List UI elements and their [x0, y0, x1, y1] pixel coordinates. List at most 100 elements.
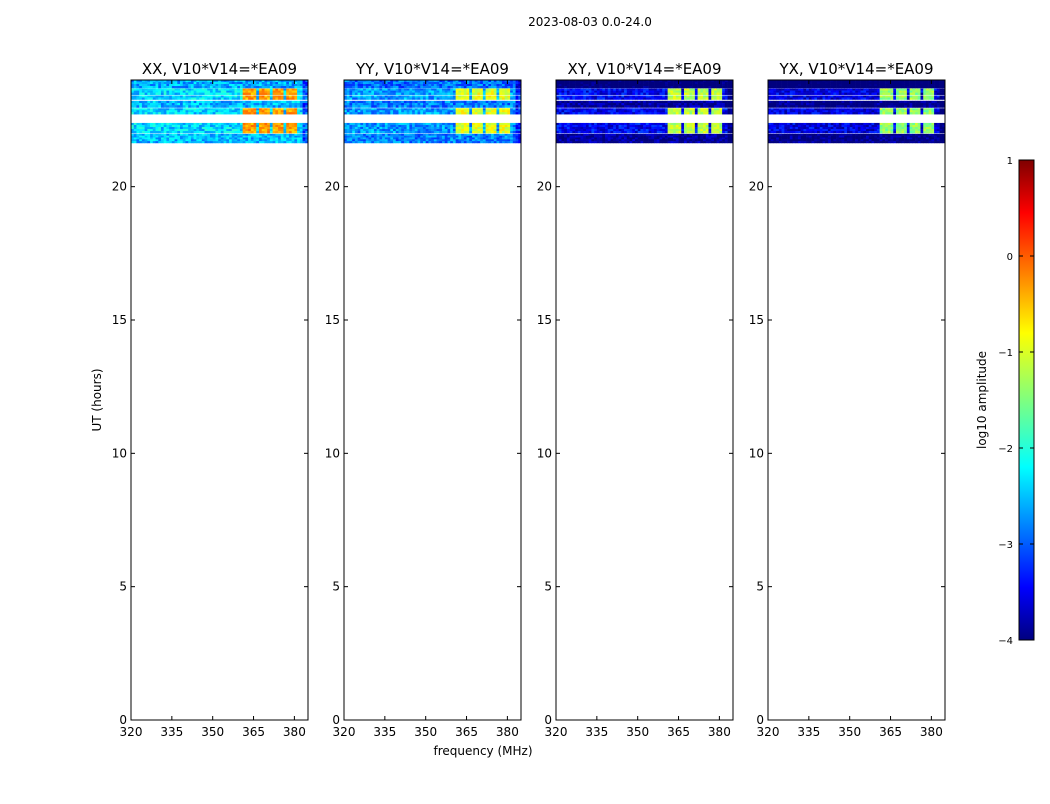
heatmap-cell [708, 86, 711, 88]
heatmap-cell [303, 91, 306, 93]
heatmap-cell [706, 139, 709, 141]
heatmap-cell [510, 82, 513, 84]
heatmap-cell [262, 134, 265, 136]
heatmap-cell [431, 89, 434, 91]
heatmap-cell [303, 141, 306, 143]
heatmap-cell [711, 112, 714, 114]
heatmap-cell [360, 123, 363, 125]
heatmap-cell [575, 112, 578, 114]
heatmap-cell [297, 137, 300, 139]
heatmap-cell [289, 101, 292, 104]
heatmap-cell [393, 136, 396, 138]
heatmap-cell [349, 105, 352, 108]
heatmap-cell [423, 108, 426, 110]
heatmap-cell [624, 129, 627, 131]
heatmap-cell [366, 136, 369, 138]
heatmap-cell [728, 101, 731, 104]
heatmap-cell [676, 139, 679, 141]
heatmap-cell [210, 139, 213, 141]
heatmap-cell [480, 137, 483, 139]
heatmap-cell [275, 125, 278, 127]
heatmap-cell [366, 91, 369, 93]
heatmap-cell [366, 127, 369, 129]
heatmap-cell [303, 97, 306, 99]
heatmap-cell [153, 86, 156, 88]
heatmap-cell [477, 141, 480, 143]
heatmap-cell [147, 89, 150, 91]
heatmap-cell [382, 97, 385, 99]
heatmap-cell [275, 82, 278, 84]
heatmap-cell [464, 89, 467, 91]
heatmap-cell [594, 127, 597, 129]
heatmap-cell [602, 95, 605, 97]
heatmap-cell [662, 89, 665, 91]
heatmap-cell [366, 93, 369, 95]
heatmap-cell [657, 123, 660, 125]
heatmap-cell [651, 125, 654, 127]
heatmap-cell [428, 82, 431, 84]
heatmap-cell [719, 123, 722, 125]
heatmap-cell [366, 129, 369, 131]
heatmap-cell [382, 131, 385, 133]
heatmap-cell [281, 91, 284, 93]
heatmap-cell [205, 139, 208, 141]
heatmap-cell [371, 103, 374, 106]
heatmap-cell [194, 136, 197, 138]
heatmap-cell [377, 105, 380, 108]
heatmap-cell [382, 123, 385, 125]
heatmap-cell [300, 110, 303, 112]
heatmap-cell [188, 89, 191, 91]
heatmap-cell [240, 110, 243, 112]
heatmap-cell [499, 89, 502, 91]
heatmap-cell [393, 137, 396, 139]
heatmap-cell [423, 112, 426, 114]
heatmap-cell [640, 105, 643, 108]
heatmap-cell [286, 131, 289, 133]
heatmap-cell [382, 129, 385, 131]
heatmap-cell [621, 139, 624, 141]
heatmap-cell [597, 108, 600, 110]
heatmap-cell [273, 95, 276, 97]
heatmap-cell [583, 95, 586, 97]
heatmap-cell [654, 91, 657, 93]
heatmap-cell [692, 134, 695, 136]
heatmap-cell [453, 127, 456, 129]
heatmap-cell [366, 131, 369, 133]
heatmap-cell [467, 110, 470, 112]
heatmap-cell [559, 84, 562, 86]
heatmap-cell [407, 105, 410, 108]
heatmap-cell [662, 131, 665, 133]
heatmap-cell [248, 134, 251, 136]
heatmap-cell [275, 127, 278, 129]
heatmap-cell [281, 103, 284, 106]
heatmap-cell [426, 141, 429, 143]
heatmap-cell [719, 101, 722, 104]
heatmap-cell [703, 127, 706, 129]
heatmap-cell [711, 97, 714, 99]
heatmap-cell [700, 103, 703, 106]
heatmap-cell [583, 141, 586, 143]
heatmap-cell [352, 105, 355, 108]
heatmap-cell [281, 93, 284, 95]
heatmap-cell [619, 134, 622, 136]
heatmap-cell [245, 125, 248, 127]
heatmap-cell [245, 86, 248, 88]
heatmap-cell [147, 129, 150, 131]
heatmap-cell [205, 91, 208, 93]
heatmap-cell [180, 93, 183, 95]
heatmap-cell [352, 112, 355, 114]
heatmap-cell [456, 93, 459, 95]
heatmap-cell [502, 97, 505, 99]
heatmap-cell [559, 123, 562, 125]
heatmap-cell [442, 93, 445, 95]
heatmap-cell [150, 141, 153, 143]
heatmap-cell [461, 82, 464, 84]
heatmap-cell [445, 125, 448, 127]
heatmap-cell [646, 125, 649, 127]
heatmap-cell [480, 91, 483, 93]
heatmap-cell [234, 112, 237, 114]
heatmap-cell [374, 129, 377, 131]
heatmap-cell [469, 139, 472, 141]
heatmap-cell [458, 139, 461, 141]
